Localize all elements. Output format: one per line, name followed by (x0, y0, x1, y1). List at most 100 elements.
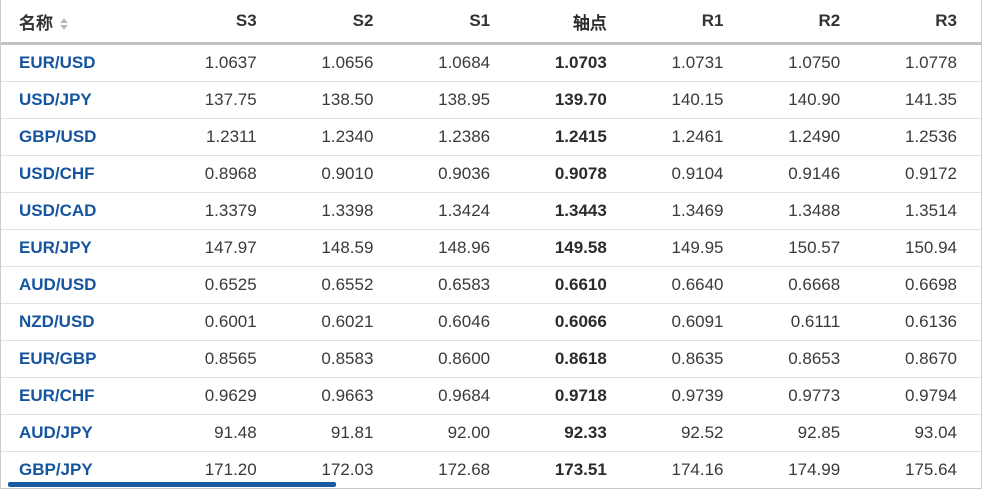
cell-r1: 1.0731 (630, 43, 748, 82)
column-header-r3: R3 (864, 0, 981, 45)
column-header-r1: R1 (630, 0, 748, 45)
cell-r2: 0.6668 (747, 266, 865, 304)
column-header-name[interactable]: 名称 (1, 0, 164, 45)
pair-name-link[interactable]: AUD/JPY (1, 414, 164, 452)
pair-name-link[interactable]: EUR/CHF (1, 377, 164, 415)
column-header-name-label: 名称 (19, 13, 53, 33)
cell-s2: 138.50 (280, 81, 398, 119)
table-row: AUD/USD 0.6525 0.6552 0.6583 0.6610 0.6640 0.6… (1, 266, 981, 304)
pair-name-link[interactable]: GBP/USD (1, 118, 164, 156)
cell-s1: 0.8600 (397, 340, 515, 378)
cell-s3: 1.0637 (164, 43, 281, 82)
cell-r2: 0.9773 (747, 377, 865, 415)
cell-s3: 1.2311 (164, 118, 281, 156)
cell-r3: 150.94 (864, 229, 981, 267)
cell-pivot: 0.8618 (514, 340, 631, 378)
column-header-pivot: 轴点 (514, 0, 631, 45)
cell-r1: 1.3469 (630, 192, 748, 230)
cell-s2: 91.81 (280, 414, 398, 452)
cell-pivot: 149.58 (514, 229, 631, 267)
cell-pivot: 173.51 (554, 460, 607, 479)
cell-s2: 1.2340 (280, 118, 398, 156)
cell-r1: 0.8635 (630, 340, 748, 378)
pair-name-link[interactable]: EUR/GBP (1, 340, 164, 378)
cell-s1: 0.9036 (397, 155, 515, 193)
cell-r2: 174.99 (788, 460, 841, 479)
column-header-s2: S2 (280, 0, 398, 45)
cell-r2: 0.8653 (747, 340, 865, 378)
cell-s2: 1.3398 (280, 192, 398, 230)
cell-r2: 150.57 (747, 229, 865, 267)
cell-s2: 0.9663 (280, 377, 398, 415)
cell-r3: 0.9172 (864, 155, 981, 193)
pair-name-link[interactable]: USD/JPY (1, 81, 164, 119)
header-row: 名称 S3 S2 S1 轴点 R1 R2 R3 (1, 0, 981, 45)
cell-r1: 149.95 (630, 229, 748, 267)
cell-pivot: 1.2415 (514, 118, 631, 156)
pair-name-link[interactable]: NZD/USD (1, 303, 164, 341)
cell-s3: 0.6525 (164, 266, 281, 304)
cell-s1: 0.6046 (397, 303, 515, 341)
cell-r2: 140.90 (747, 81, 865, 119)
cell-pivot: 0.9078 (514, 155, 631, 193)
cell-r1: 0.9104 (630, 155, 748, 193)
table-row: USD/CHF 0.8968 0.9010 0.9036 0.9078 0.9104 0.9… (1, 155, 981, 193)
cell-s1: 172.68 (438, 460, 491, 479)
cell-r1: 1.2461 (630, 118, 748, 156)
cell-s3: 91.48 (164, 414, 281, 452)
column-header-s3: S3 (164, 0, 281, 45)
cell-r2: 0.6111 (747, 303, 865, 341)
cell-pivot: 1.3443 (514, 192, 631, 230)
cell-r3: 1.2536 (864, 118, 981, 156)
cell-pivot: 0.6610 (514, 266, 631, 304)
cell-r3: 93.04 (864, 414, 981, 452)
cell-pivot: 0.6066 (514, 303, 631, 341)
table-row: GBP/USD 1.2311 1.2340 1.2386 1.2415 1.2461 1.2… (1, 118, 981, 156)
cell-s2: 0.8583 (280, 340, 398, 378)
cell-r1: 0.9739 (630, 377, 748, 415)
table-row: USD/JPY 137.75 138.50 138.95 139.70 140.15 140… (1, 81, 981, 119)
pair-name-link[interactable]: EUR/USD (1, 43, 164, 82)
cell-r1: 0.6091 (630, 303, 748, 341)
cell-s2: 0.6021 (280, 303, 398, 341)
table-row: NZD/USD 0.6001 0.6021 0.6046 0.6066 0.6091 0.6… (1, 303, 981, 341)
cell-s3: 0.8565 (164, 340, 281, 378)
cell-r1: 174.16 (671, 460, 724, 479)
table-row: AUD/JPY 91.48 91.81 92.00 92.33 92.52 92.85 93.… (1, 414, 981, 452)
pair-name-link[interactable]: AUD/USD (1, 266, 164, 304)
cell-r3: 0.6698 (864, 266, 981, 304)
pair-name-link[interactable]: USD/CHF (1, 155, 164, 193)
cell-r3: 0.6136 (864, 303, 981, 341)
cell-s1: 138.95 (397, 81, 515, 119)
cell-s1: 1.0684 (397, 43, 515, 82)
cell-s3: 0.9629 (164, 377, 281, 415)
cell-r2: 1.3488 (747, 192, 865, 230)
cell-r1: 92.52 (630, 414, 748, 452)
cell-s2: 1.0656 (280, 43, 398, 82)
cell-s2: 0.6552 (280, 266, 398, 304)
cell-pivot: 92.33 (514, 414, 631, 452)
table-row: USD/CAD 1.3379 1.3398 1.3424 1.3443 1.3469 1.3… (1, 192, 981, 230)
cell-s3: 137.75 (164, 81, 281, 119)
cell-r3: 0.9794 (864, 377, 981, 415)
cell-pivot: 139.70 (514, 81, 631, 119)
cell-s3: 147.97 (164, 229, 281, 267)
cell-pivot: 1.0703 (514, 43, 631, 82)
cell-s3: 0.6001 (164, 303, 281, 341)
cell-r3: 0.8670 (864, 340, 981, 378)
sort-arrows-icon[interactable] (60, 18, 68, 31)
table-row: EUR/USD 1.0637 1.0656 1.0684 1.0703 1.0731 1.0… (1, 43, 981, 82)
cell-s3: 1.3379 (164, 192, 281, 230)
table-row: EUR/GBP 0.8565 0.8583 0.8600 0.8618 0.8635 0.8… (1, 340, 981, 378)
table-row: EUR/JPY 147.97 148.59 148.96 149.58 149.95 150… (1, 229, 981, 267)
table-row: EUR/CHF 0.9629 0.9663 0.9684 0.9718 0.9739 0.9… (1, 377, 981, 415)
cell-s2: 148.59 (280, 229, 398, 267)
horizontal-scrollbar-thumb[interactable] (8, 482, 336, 487)
cell-pivot: 0.9718 (514, 377, 631, 415)
pair-name-link[interactable]: EUR/JPY (1, 229, 164, 267)
column-header-s1: S1 (397, 0, 515, 45)
pair-name-link[interactable]: USD/CAD (1, 192, 164, 230)
cell-r3: 141.35 (864, 81, 981, 119)
